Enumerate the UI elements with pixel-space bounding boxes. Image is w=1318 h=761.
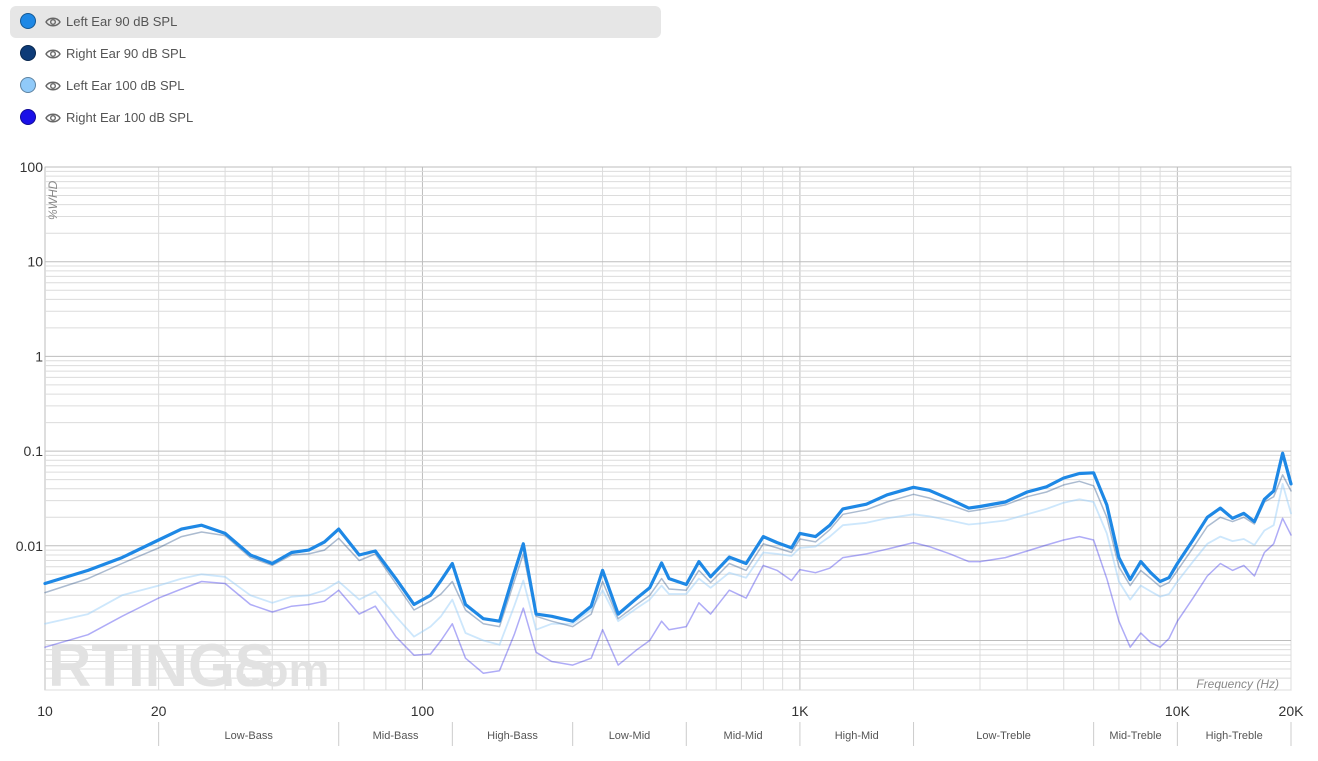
band-label: High-Mid	[835, 730, 879, 742]
band-label: Low-Mid	[609, 730, 651, 742]
eye-icon[interactable]	[45, 47, 61, 61]
y-tick-label: 1	[35, 348, 43, 364]
band-label: Low-Treble	[976, 730, 1031, 742]
legend-label: Left Ear 100 dB SPL	[66, 78, 185, 93]
band-label: Mid-Treble	[1109, 730, 1161, 742]
eye-icon[interactable]	[45, 79, 61, 93]
chart-grid	[44, 166, 1292, 691]
y-tick-label: 100	[20, 159, 44, 175]
legend-item[interactable]: Right Ear 90 dB SPL	[10, 38, 661, 70]
legend-color-swatch[interactable]	[20, 45, 36, 61]
x-tick-label: 20K	[1279, 703, 1305, 719]
x-axis-labels: 10 20 100 1K 10K 20K	[37, 703, 1304, 719]
x-tick-label: 10	[37, 703, 53, 719]
chart-legend: Left Ear 90 dB SPL Right Ear 90 dB SPL Lef…	[10, 6, 661, 134]
series-line-0	[43, 451, 1293, 623]
legend-label: Right Ear 90 dB SPL	[66, 46, 186, 61]
legend-color-swatch[interactable]	[20, 13, 36, 29]
legend-item[interactable]: Right Ear 100 dB SPL	[10, 102, 661, 134]
x-tick-label: 100	[411, 703, 435, 719]
y-tick-label: 0.01	[16, 538, 43, 554]
legend-item[interactable]: Left Ear 100 dB SPL	[10, 70, 661, 102]
legend-color-swatch[interactable]	[20, 109, 36, 125]
band-label: Mid-Mid	[724, 730, 763, 742]
eye-icon[interactable]	[45, 111, 61, 125]
series-line-2	[44, 482, 1292, 646]
legend-label: Right Ear 100 dB SPL	[66, 110, 194, 125]
rtings-watermark: RTINGS .com	[48, 632, 329, 699]
y-axis-labels: 100 10 1 0.1 0.01	[16, 159, 43, 554]
band-label: High-Treble	[1206, 730, 1263, 742]
band-label: Mid-Bass	[373, 730, 419, 742]
legend-color-swatch[interactable]	[20, 77, 36, 93]
band-label: Low-Bass	[225, 730, 274, 742]
eye-icon[interactable]	[45, 15, 61, 29]
watermark-suffix: .com	[222, 644, 329, 696]
y-tick-label: 0.1	[24, 443, 44, 459]
legend-item[interactable]: Left Ear 90 dB SPL	[10, 6, 661, 38]
frequency-bands: Low-Bass Mid-Bass High-Bass Low-Mid Mid-Mid H…	[158, 722, 1292, 746]
y-tick-label: 10	[27, 254, 43, 270]
band-label: High-Bass	[487, 730, 538, 742]
watermark-brand: RTINGS	[48, 632, 275, 699]
x-axis-title: Frequency (Hz)	[1196, 677, 1279, 691]
series-lines	[43, 451, 1293, 675]
x-tick-label: 10K	[1165, 703, 1191, 719]
series-line-1	[44, 474, 1292, 628]
series-line-3	[44, 517, 1292, 675]
x-tick-label: 20	[151, 703, 167, 719]
plot-area	[44, 166, 1292, 691]
legend-label: Left Ear 90 dB SPL	[66, 14, 178, 29]
y-axis-title: %WHD	[46, 180, 60, 220]
x-tick-label: 1K	[791, 703, 809, 719]
